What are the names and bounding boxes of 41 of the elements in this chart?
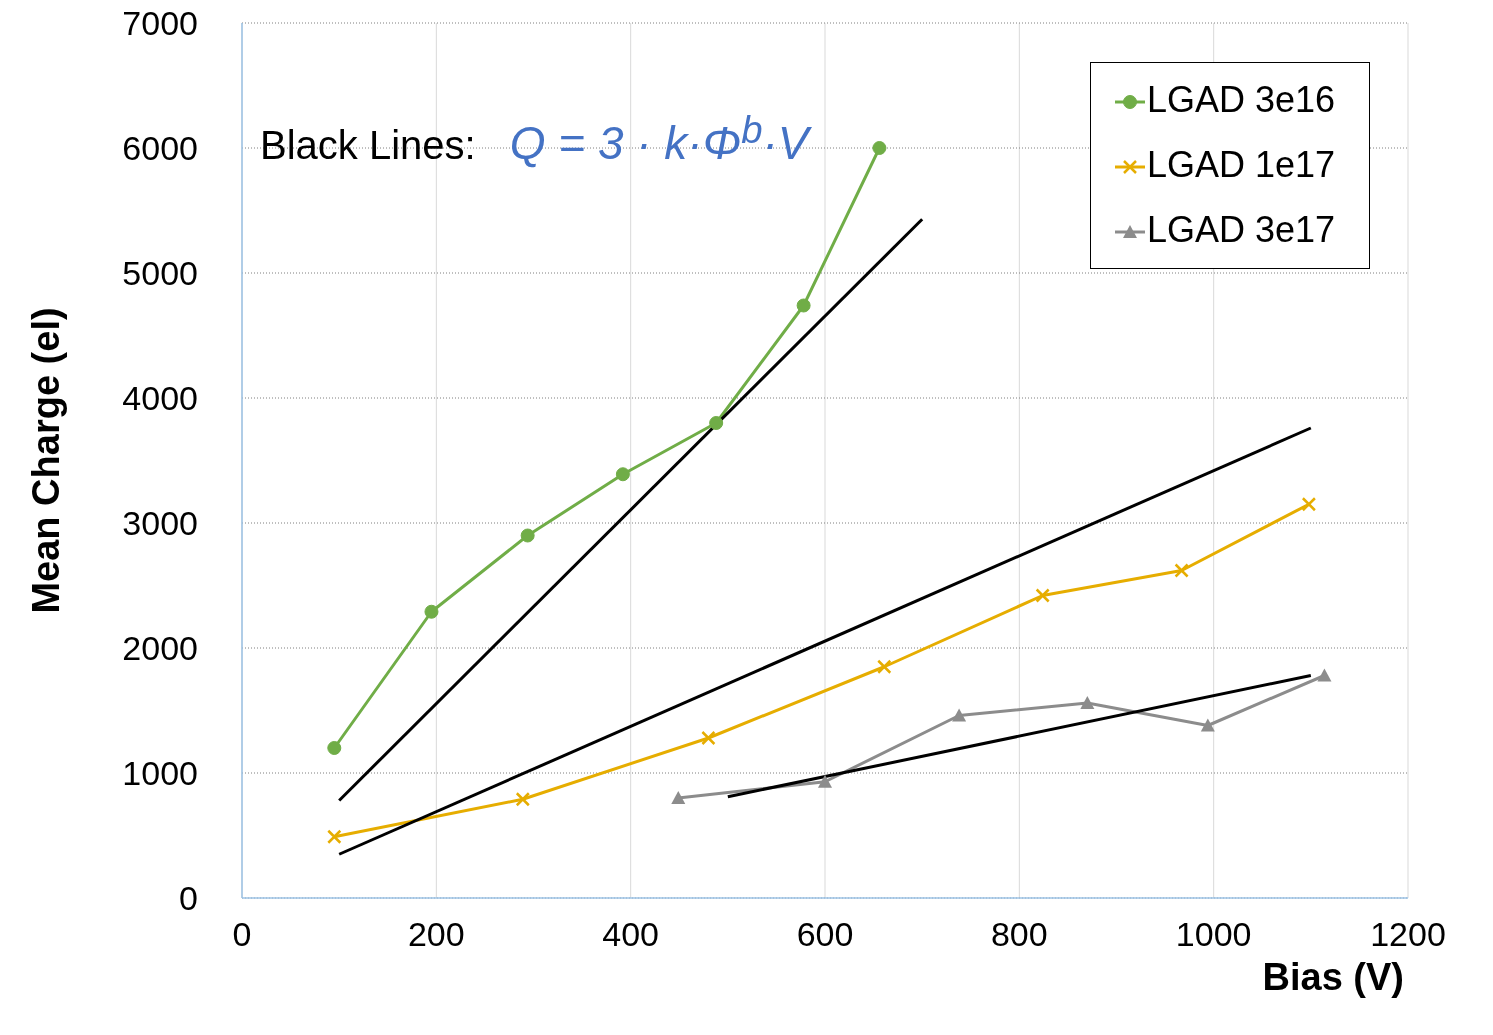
point (1301, 497, 1317, 512)
point (327, 741, 342, 755)
point (1080, 696, 1095, 709)
point (877, 659, 892, 674)
annotation: Black Lines: (260, 123, 476, 168)
y-tick-label: 5000 (122, 254, 198, 293)
point (520, 528, 535, 543)
point (709, 416, 724, 430)
y-tick-label: 4000 (122, 379, 198, 418)
legend-label: LGAD 1e17 (1146, 144, 1335, 185)
point (701, 730, 716, 746)
y-tick-label: 6000 (122, 129, 198, 168)
x-tick-label: 0 (232, 915, 252, 954)
y-tick-label: 0 (179, 879, 198, 918)
x-tick-label: 800 (990, 915, 1048, 954)
y-tick-label: 1000 (122, 754, 198, 793)
y-tick-label: 7000 (122, 4, 198, 43)
point (818, 774, 832, 788)
x-tick-label: 1200 (1370, 915, 1446, 954)
y-tick-label: 2000 (122, 629, 198, 668)
point (1200, 718, 1215, 732)
legend-label: LGAD 3e16 (1146, 79, 1335, 120)
x-tick-label: 200 (407, 915, 465, 954)
point (796, 298, 811, 313)
x-tick-label: 1000 (1175, 915, 1252, 954)
x-tick-label: 600 (796, 915, 854, 954)
point (671, 791, 686, 804)
point (1174, 563, 1189, 578)
point (515, 792, 531, 807)
point (952, 708, 967, 722)
x-tick-label: 400 (602, 915, 660, 954)
point (1035, 588, 1050, 603)
point (327, 829, 342, 844)
point (424, 604, 439, 619)
point (615, 467, 630, 482)
point (872, 141, 887, 155)
legend-label: LGAD 3e17 (1146, 209, 1335, 250)
x-axis-title: Bias (V) (1262, 956, 1404, 998)
y-tick-label: 3000 (122, 504, 198, 543)
point (1317, 668, 1332, 682)
y-axis-title: Mean Charge (el) (25, 307, 68, 614)
